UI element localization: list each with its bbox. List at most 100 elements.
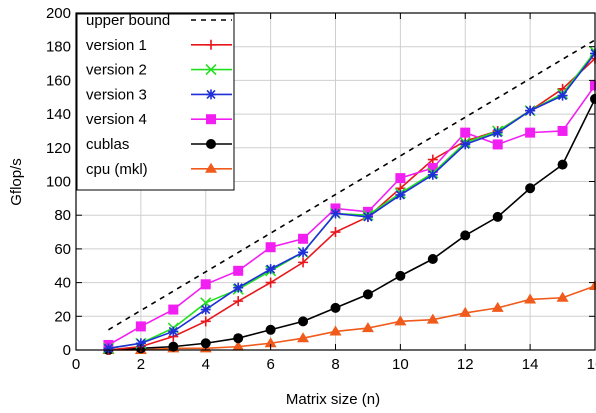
version-4-point <box>330 203 341 214</box>
x-tick-label: 4 <box>202 356 210 373</box>
cpu-mkl-point <box>524 293 537 304</box>
legend-item-version-1: version 1 <box>86 37 232 54</box>
x-tick-label: 2 <box>137 356 145 373</box>
legend-item-version-3: version 3 <box>86 86 232 103</box>
x-tick-label: 10 <box>392 356 409 373</box>
version-4-point <box>590 80 596 91</box>
cpu-mkl-point <box>394 315 407 326</box>
cpu-mkl-point <box>329 325 342 336</box>
cublas-point <box>525 183 536 194</box>
version-1-point <box>233 296 244 307</box>
legend-marker-cublas <box>206 139 216 149</box>
cublas-line <box>108 98 596 351</box>
cublas-point <box>200 338 211 349</box>
x-tick-label: 14 <box>522 356 539 373</box>
version-4-point <box>200 279 211 290</box>
cublas-point <box>298 316 309 327</box>
y-tick-label: 120 <box>46 140 71 157</box>
legend-label-version-3: version 3 <box>86 86 147 103</box>
version-3-point <box>103 343 114 354</box>
legend-label-cublas: cublas <box>86 136 129 153</box>
version-4-point <box>525 127 536 138</box>
cpu-mkl-point <box>361 322 374 333</box>
cpu-mkl-point <box>297 332 310 343</box>
y-tick-label: 180 <box>46 39 71 56</box>
series-upper-bound <box>108 39 596 331</box>
version-4-point <box>427 163 438 174</box>
y-tick-label: 140 <box>46 106 71 123</box>
legend-item-version-2: version 2 <box>86 62 232 79</box>
upper-bound-line <box>108 39 596 331</box>
series-version-3 <box>103 48 596 354</box>
y-tick-label: 200 <box>46 5 71 22</box>
cublas-point <box>427 254 438 265</box>
legend-label-version-2: version 2 <box>86 62 147 79</box>
version-3-point <box>330 208 341 219</box>
version-3-point <box>135 338 146 349</box>
version-1-point <box>200 316 211 327</box>
cublas-point <box>460 230 471 241</box>
version-3-point <box>395 189 406 200</box>
x-tick-label: 16 <box>587 356 596 373</box>
legend-marker-version-2 <box>205 64 217 76</box>
version-3-point <box>525 105 536 116</box>
version-3-point <box>265 264 276 275</box>
legend-item-upper-bound: upper bound <box>86 12 232 29</box>
legend-marker-version-1 <box>206 39 216 50</box>
x-axis-label: Matrix size (n) <box>286 391 380 408</box>
x-tick-label: 6 <box>266 356 274 373</box>
legend-marker-version-4 <box>206 114 216 125</box>
cublas-point <box>492 211 503 222</box>
y-tick-label: 0 <box>63 342 71 359</box>
version-3-point <box>233 282 244 293</box>
version-1-point <box>265 277 276 288</box>
legend-item-cpu-mkl: cpu (mkl) <box>86 161 232 178</box>
cublas-point <box>265 324 276 335</box>
version-4-point <box>135 321 146 332</box>
version-3-line <box>108 52 596 350</box>
version-4-point <box>233 265 244 276</box>
version-4-point <box>557 125 568 136</box>
y-tick-label: 60 <box>54 241 71 258</box>
cpu-mkl-point <box>426 313 439 324</box>
version-4-point <box>460 127 471 138</box>
version-1-point <box>330 227 341 238</box>
legend-item-version-4: version 4 <box>86 111 232 128</box>
version-1-point <box>427 154 438 165</box>
version-3-point <box>200 304 211 315</box>
version-3-point <box>298 247 309 258</box>
cublas-point <box>330 302 341 313</box>
y-axis-label: Gflop/s <box>8 158 25 206</box>
y-tick-label: 40 <box>54 275 71 292</box>
version-3-point <box>460 139 471 150</box>
version-3-point <box>427 169 438 180</box>
version-4-point <box>362 206 373 217</box>
cpu-mkl-point <box>556 291 569 302</box>
version-4-point <box>395 173 406 184</box>
y-tick-label: 160 <box>46 72 71 89</box>
y-tick-label: 100 <box>46 174 71 191</box>
version-4-point <box>265 242 276 253</box>
x-tick-label: 8 <box>331 356 339 373</box>
legend-label-cpu-mkl: cpu (mkl) <box>86 161 148 178</box>
cublas-point <box>168 341 179 352</box>
version-4-point <box>168 304 179 315</box>
cublas-point <box>557 159 568 170</box>
cublas-point <box>395 270 406 281</box>
version-3-point <box>557 90 568 101</box>
legend-marker-version-3 <box>206 89 216 100</box>
version-4-point <box>492 139 503 150</box>
cpu-mkl-line <box>108 285 596 351</box>
legend-box <box>76 13 235 191</box>
cpu-mkl-point <box>264 337 277 348</box>
legend-marker-cpu-mkl <box>205 162 217 173</box>
y-tick-label: 80 <box>54 207 71 224</box>
x-tick-label: 12 <box>457 356 474 373</box>
version-4-point <box>298 233 309 244</box>
cpu-mkl-point <box>491 301 504 312</box>
y-tick-label: 20 <box>54 308 71 325</box>
version-3-point <box>168 326 179 337</box>
legend-label-version-1: version 1 <box>86 37 147 54</box>
cpu-mkl-point <box>459 306 472 317</box>
cublas-point <box>233 333 244 344</box>
